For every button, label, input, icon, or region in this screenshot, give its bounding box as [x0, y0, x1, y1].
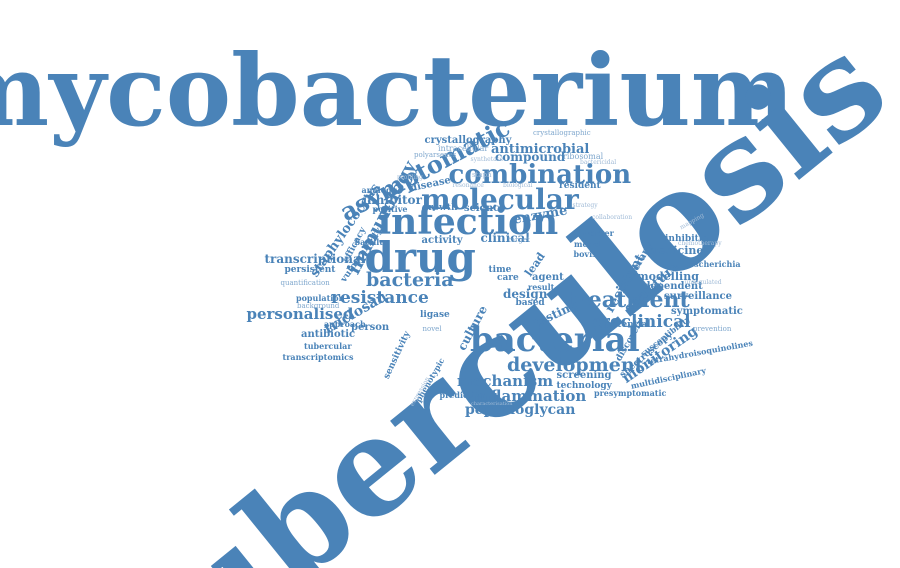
word-result: result: [528, 282, 555, 292]
word-surveillance: surveillance: [664, 291, 732, 302]
word-transcriptomics: transcriptomics: [282, 352, 354, 362]
word-collaboration: collaboration: [592, 214, 633, 221]
word-novel: novel: [422, 324, 442, 333]
word-care: care: [497, 272, 519, 283]
word-inflammation: inflammation: [474, 386, 587, 405]
word-predictive: predictive: [439, 390, 485, 400]
word-bacteria: bacteria: [366, 268, 454, 291]
word-positive: positive: [372, 204, 408, 214]
word-science: science: [464, 203, 506, 214]
word-background: background: [297, 301, 340, 310]
word-analogue: analogue: [361, 185, 403, 195]
word-based: based: [515, 297, 545, 308]
word-unregulated: unregulated: [684, 279, 722, 286]
word-treatment: treatment: [566, 287, 690, 313]
word-bactericidal: bactericidal: [580, 159, 617, 166]
word-modelling: modelling: [637, 269, 699, 283]
word-inhibition: inhibition: [665, 233, 715, 244]
word-profiling: profiling: [397, 174, 423, 181]
word-intracellular: intracellular: [438, 144, 489, 153]
word-chemotherapy: chemotherapy: [678, 240, 722, 247]
word-ligase: ligase: [420, 309, 450, 320]
word-drug: drug: [364, 233, 476, 282]
word-bacillus: bacillus: [354, 237, 390, 247]
word-mechanism: mechanism: [457, 371, 554, 390]
word-combination: combination: [448, 160, 632, 190]
word-design: design: [503, 287, 548, 301]
word-time: time: [488, 264, 512, 275]
word-activity: activity: [421, 235, 463, 246]
word-person: person: [351, 322, 390, 333]
word-antibiotic: antibiotic: [301, 329, 356, 340]
word-biological: biological: [503, 182, 533, 189]
word-bacterial: bacterial: [470, 320, 640, 360]
word-medicine: medicine: [647, 243, 704, 257]
word-growth: growth: [422, 202, 458, 213]
word-persistent: persistent: [284, 264, 336, 275]
word-ribosomal: ribosomal: [563, 152, 604, 161]
word-resistance: resistance: [331, 287, 429, 308]
word-agent: agent: [532, 272, 564, 283]
word-clinical: clinical: [480, 231, 530, 245]
word-molecular: molecular: [421, 183, 579, 216]
word-tubercular: tubercular: [304, 341, 352, 351]
word-dependent: dependent: [643, 281, 703, 292]
word-population: population: [296, 293, 345, 303]
word-compound: compound: [495, 150, 566, 164]
word-screening: screening: [556, 370, 612, 381]
word-crystallography: crystallography: [424, 135, 512, 146]
word-characterisation: characterisation: [471, 400, 513, 407]
word-bovis: bovis: [573, 249, 597, 259]
word-potential: potential: [605, 319, 651, 330]
word-target: target: [508, 235, 530, 244]
word-strategy: strategy: [572, 202, 598, 209]
word-synthetase: synthetase: [470, 156, 504, 163]
word-resident: resident: [559, 180, 601, 191]
word-worker: worker: [582, 228, 614, 238]
word-transcriptional: transcriptional: [264, 252, 366, 266]
word-development: development: [507, 353, 644, 376]
word-model: model: [574, 239, 602, 249]
word-resonance: resonance: [452, 182, 484, 189]
word-inhibitor: inhibitor: [362, 193, 422, 207]
word-prevention: prevention: [693, 324, 732, 333]
word-quantification: quantification: [280, 278, 330, 287]
word-escherichia: escherichia: [689, 259, 741, 269]
word-infection: infection: [377, 201, 559, 243]
word-presymptomatic: presymptomatic: [594, 388, 667, 398]
word-antimicrobial: antimicrobial: [491, 141, 590, 157]
word-mycobacterium: mycobacterium: [0, 34, 795, 149]
word-approach: approach: [324, 319, 366, 329]
word-technology: technology: [556, 380, 612, 391]
word-crystallographic: crystallographic: [533, 128, 591, 137]
word-peptidoglycan: peptidoglycan: [465, 402, 576, 418]
word-personalised: personalised: [246, 304, 354, 323]
word-staph: staph: [472, 170, 492, 179]
word-symptomatic: symptomatic: [671, 306, 743, 317]
word-polyarsenes: polyarsenes: [414, 150, 457, 159]
word-preclinical: preclinical: [589, 311, 691, 332]
